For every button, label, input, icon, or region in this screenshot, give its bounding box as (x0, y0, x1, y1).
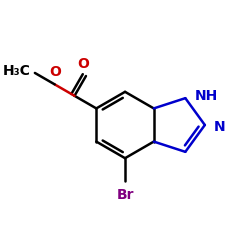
Text: O: O (49, 65, 61, 79)
Text: H₃C: H₃C (2, 64, 30, 78)
Text: O: O (78, 58, 90, 71)
Text: Br: Br (116, 188, 134, 202)
Text: N: N (214, 120, 226, 134)
Text: NH: NH (194, 89, 218, 103)
